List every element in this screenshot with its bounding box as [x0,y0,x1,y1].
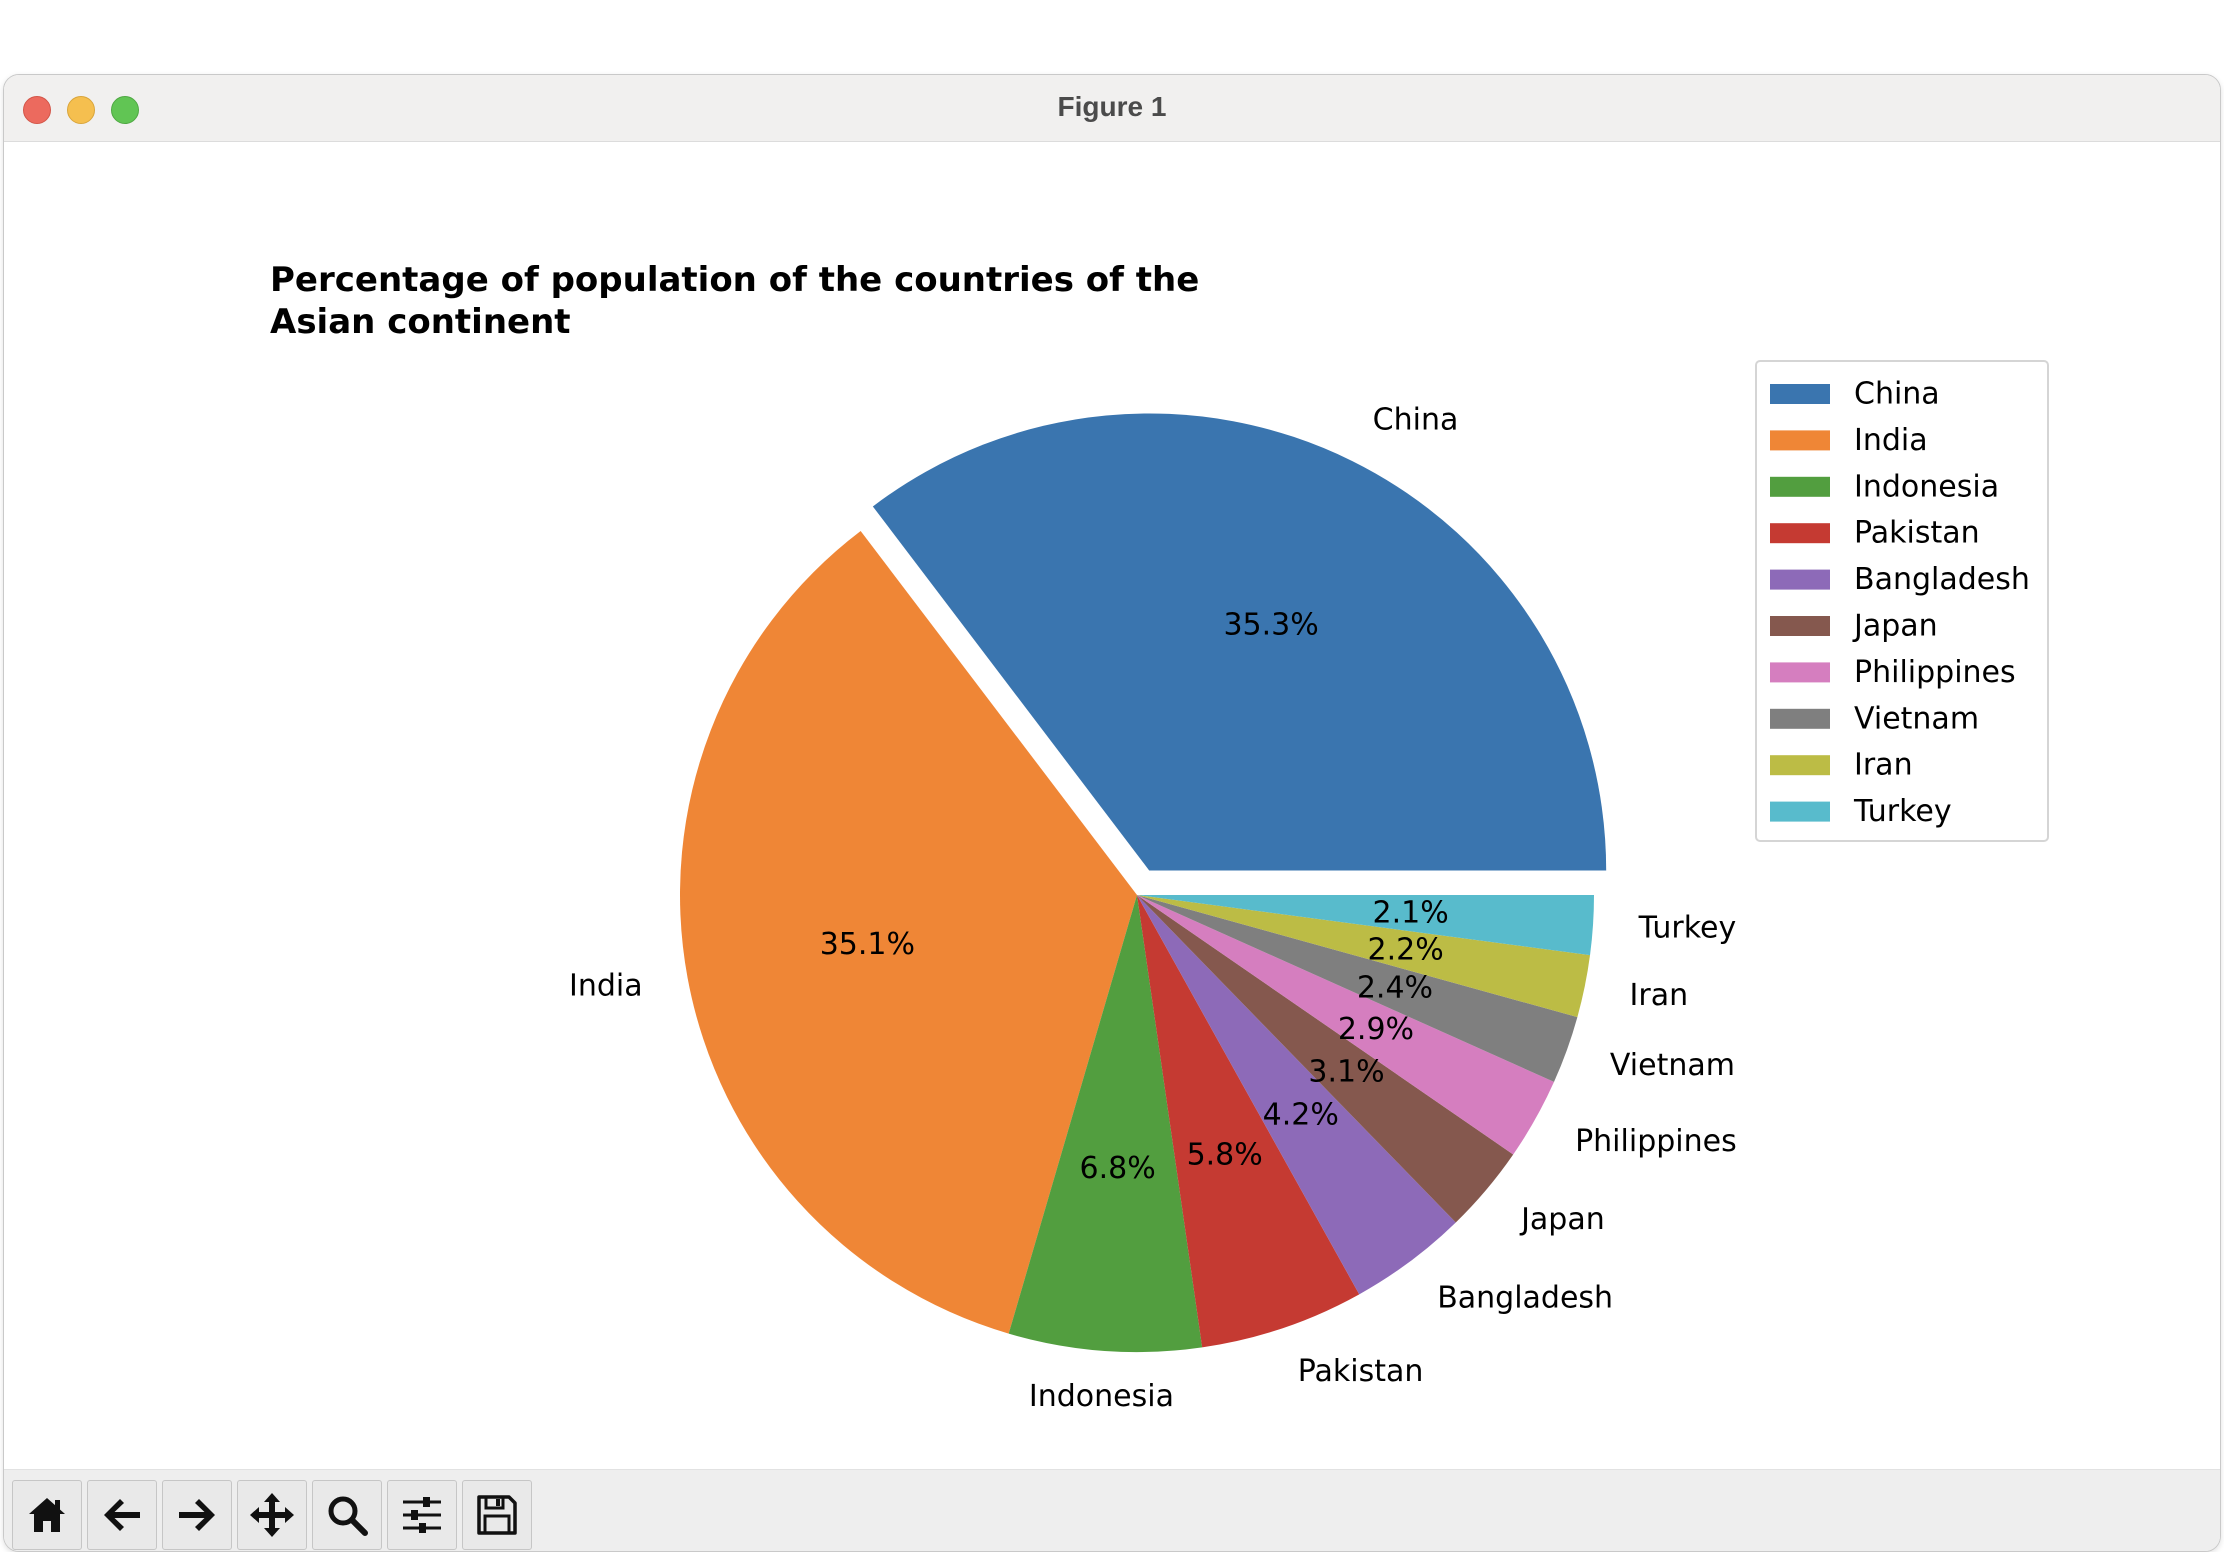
legend-swatch-iran [1770,755,1830,776]
title-bar[interactable]: Figure 1 [4,75,2220,142]
pct-label-pakistan: 5.8% [1187,1137,1263,1172]
configure-subplots-button[interactable] [387,1480,457,1550]
pct-label-bangladesh: 4.2% [1263,1097,1339,1132]
chart-title: Percentage of population of the countrie… [270,260,1199,342]
category-label-turkey: Turkey [1638,911,1737,946]
legend-swatch-pakistan [1770,523,1830,544]
back-button[interactable] [87,1480,157,1550]
forward-arrow-icon [179,1499,215,1531]
pie-slice-vietnam [1137,895,1578,1082]
pct-label-vietnam: 2.4% [1357,970,1433,1005]
pct-label-china: 35.3% [1223,607,1318,642]
chart-title-line: Asian continent [270,302,571,342]
pct-label-philippines: 2.9% [1338,1012,1414,1047]
forward-button[interactable] [162,1480,232,1550]
back-arrow-icon [104,1499,140,1531]
legend-swatch-indonesia [1770,476,1830,497]
pie-slice-iran [1137,895,1591,1018]
legend-swatch-vietnam [1770,708,1830,729]
category-label-india: India [569,969,643,1004]
category-label-philippines: Philippines [1575,1124,1737,1159]
save-button[interactable] [462,1480,532,1550]
figure-canvas[interactable]: Percentage of population of the countrie… [4,142,2220,1542]
pie-chart: Percentage of population of the countrie… [270,260,2049,1414]
category-label-japan: Japan [1519,1202,1605,1237]
pie-slice-bangladesh [1137,895,1456,1295]
home-button[interactable] [12,1480,82,1550]
legend-label-bangladesh: Bangladesh [1854,562,2030,597]
legend-swatch-japan [1770,616,1830,636]
navigation-toolbar [4,1469,2220,1551]
category-label-bangladesh: Bangladesh [1437,1281,1613,1316]
legend-label-philippines: Philippines [1854,655,2016,690]
category-label-pakistan: Pakistan [1298,1354,1424,1389]
legend-label-india: India [1854,423,1928,458]
pie-slice-philippines [1137,895,1555,1155]
pie-slices [679,413,1607,1353]
legend-label-japan: Japan [1852,609,1938,644]
category-label-iran: Iran [1630,978,1689,1013]
legend-swatch-philippines [1770,662,1830,683]
legend-label-indonesia: Indonesia [1854,469,1999,504]
zoom-magnifier-icon [328,1496,368,1536]
legend-swatch-turkey [1770,801,1830,822]
legend-swatch-india [1770,430,1830,451]
category-label-indonesia: Indonesia [1029,1379,1174,1414]
pct-label-turkey: 2.1% [1372,896,1448,931]
legend-label-china: China [1854,377,1940,412]
legend-label-turkey: Turkey [1853,794,1952,829]
pct-label-indonesia: 6.8% [1080,1151,1156,1186]
zoom-button[interactable] [312,1480,382,1550]
category-labels: China India Indonesia Pakistan Bangladesh Jap… [569,403,1737,1414]
home-icon [29,1498,65,1532]
pct-label-india: 35.1% [820,927,915,962]
pie-slice-turkey [1137,895,1594,956]
legend-label-vietnam: Vietnam [1854,701,1979,736]
legend-swatch-china [1770,384,1830,404]
legend-swatch-bangladesh [1770,569,1830,590]
category-label-china: China [1373,403,1459,438]
percentage-labels: 35.3% 35.1% 6.8% 5.8%4.2% 3.1% 2.9% 2.4%2.2%2.… [820,607,1449,1186]
pct-label-japan: 3.1% [1308,1054,1384,1089]
pct-label-iran: 2.2% [1368,932,1444,967]
maximize-window-button[interactable] [111,96,139,124]
configure-sliders-icon [403,1497,441,1533]
pan-move-icon [250,1493,294,1537]
pan-button[interactable] [237,1480,307,1550]
pie-slice-pakistan [1137,895,1360,1348]
figure-window: Figure 1 Percentage of population of the… [3,74,2221,1552]
legend: China India Indonesia Pakistan Bangladesh Jap… [1755,360,2049,842]
legend-label-pakistan: Pakistan [1854,516,1980,551]
minimize-window-button[interactable] [67,96,95,124]
pie-slice-india [679,531,1137,1334]
pie-slice-japan [1137,895,1514,1223]
pie-slice-china [872,413,1607,871]
save-floppy-icon [477,1495,517,1535]
legend-label-iran: Iran [1854,748,1913,783]
window-title: Figure 1 [1057,91,1167,122]
close-window-button[interactable] [23,96,51,124]
category-label-vietnam: Vietnam [1610,1048,1735,1083]
chart-title-line: Percentage of population of the countrie… [270,260,1199,300]
pie-slice-indonesia [1008,895,1203,1353]
